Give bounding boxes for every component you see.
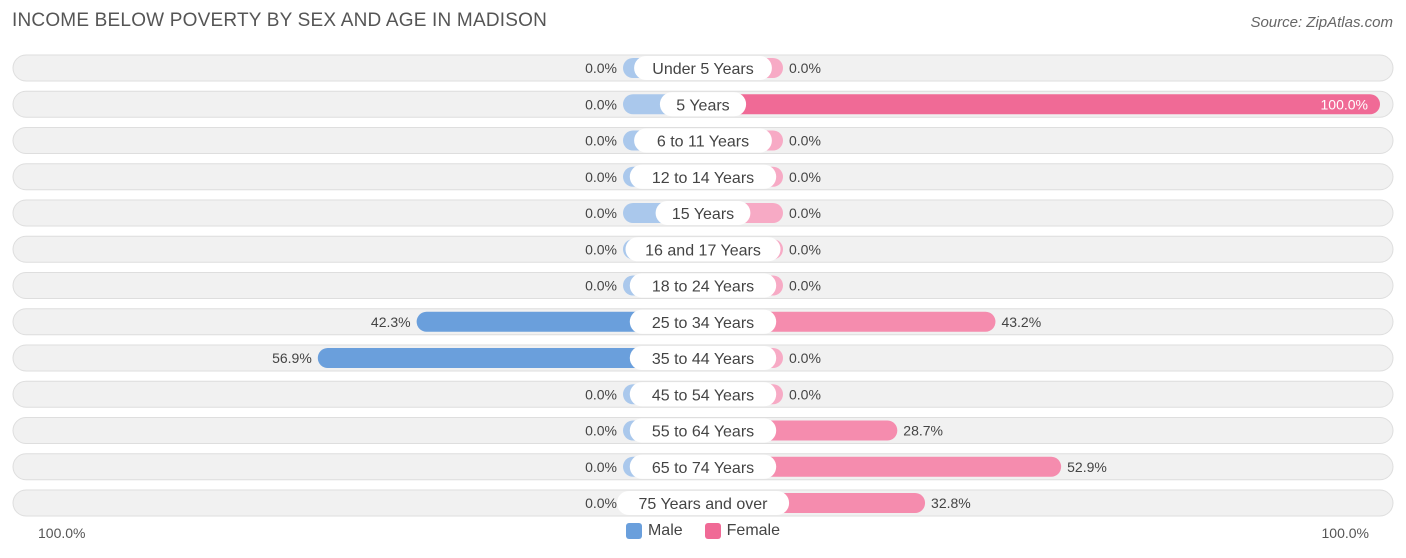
category-label-bg (629, 346, 777, 370)
value-label-male: 0.0% (585, 423, 617, 439)
value-label-male: 0.0% (585, 205, 617, 221)
value-label-male: 0.0% (585, 241, 617, 257)
value-label-male: 0.0% (585, 96, 617, 112)
bar-female (703, 311, 996, 332)
legend-item-female[interactable]: Female (704, 522, 781, 540)
bar-male (317, 348, 703, 368)
value-label-female: 0.0% (789, 133, 821, 149)
legend: Male Female (0, 522, 1406, 540)
value-label-male: 0.0% (585, 386, 617, 402)
chart: 0.0% 0.0% Under 5 Years 0.0% 100.0% 5 Years 0.… (12, 54, 1394, 517)
category-label: 12 to 14 Years (652, 170, 754, 187)
category-label: 15 Years (672, 206, 734, 223)
value-label-male: 56.9% (272, 350, 312, 366)
value-label-male: 0.0% (585, 495, 617, 511)
value-label-female: 32.8% (931, 495, 971, 511)
chart-title: INCOME BELOW POVERTY BY SEX AND AGE IN M… (12, 10, 548, 31)
legend-item-male[interactable]: Male (625, 522, 683, 540)
axis-right-label: 100.0% (1321, 525, 1369, 541)
value-label-male: 0.0% (585, 278, 617, 294)
value-label-male: 0.0% (585, 60, 617, 76)
bar-female (703, 456, 1062, 477)
legend-swatch-male (625, 523, 642, 539)
category-label-bg (634, 128, 772, 153)
category-label-bg (629, 273, 777, 298)
category-label: 45 to 54 Years (652, 387, 754, 404)
source-note: Source: ZipAtlas.com (1250, 14, 1393, 31)
value-label-female: 28.7% (903, 423, 943, 439)
value-label-female: 100.0% (1321, 96, 1368, 112)
category-label-bg (655, 201, 751, 225)
category-label-bg (629, 382, 777, 407)
category-label: 35 to 44 Years (652, 351, 754, 368)
category-label-bg (625, 237, 781, 262)
value-label-female: 0.0% (789, 60, 821, 76)
value-label-female: 0.0% (789, 205, 821, 221)
bar-female (703, 94, 1380, 115)
value-label-male: 0.0% (585, 133, 617, 149)
category-label-bg (629, 309, 777, 334)
value-label-male: 42.3% (371, 314, 411, 330)
legend-label-female: Female (726, 522, 781, 539)
category-label: 65 to 74 Years (652, 460, 754, 477)
category-label: 18 to 24 Years (652, 279, 754, 296)
value-label-female: 52.9% (1067, 459, 1107, 475)
category-label: Under 5 Years (652, 61, 753, 78)
category-label-bg (629, 418, 777, 443)
category-label-bg (629, 164, 777, 189)
value-label-female: 0.0% (789, 350, 821, 366)
value-label-male: 0.0% (585, 169, 617, 185)
axis-left-label: 100.0% (38, 525, 86, 541)
category-label: 25 to 34 Years (652, 315, 754, 332)
value-label-male: 0.0% (585, 459, 617, 475)
category-label-bg (616, 491, 790, 515)
category-label-bg (629, 454, 777, 479)
category-label-bg (634, 56, 772, 80)
value-label-female: 0.0% (789, 169, 821, 185)
value-label-female: 0.0% (789, 241, 821, 257)
legend-swatch-female (704, 523, 721, 539)
value-label-female: 0.0% (789, 386, 821, 402)
category-label: 16 and 17 Years (645, 242, 761, 259)
value-label-female: 0.0% (789, 278, 821, 294)
category-label: 6 to 11 Years (657, 134, 749, 151)
category-label: 5 Years (676, 97, 729, 114)
value-label-female: 43.2% (1001, 314, 1041, 330)
category-label: 75 Years and over (639, 496, 769, 513)
category-label-bg (659, 92, 747, 117)
legend-label-male: Male (647, 522, 683, 539)
category-label: 55 to 64 Years (652, 424, 754, 441)
